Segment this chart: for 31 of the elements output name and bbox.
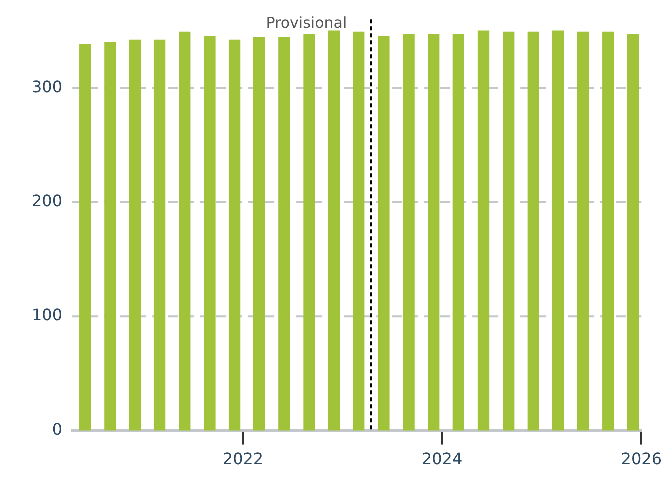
bar [552,30,564,431]
bar [577,32,590,431]
bar [403,34,415,431]
ref-line-label: Provisional [266,14,348,32]
x-tick-label: 2024 [422,450,463,469]
bar [328,30,340,431]
bar [378,36,390,431]
bar [129,40,142,431]
bar [154,40,166,431]
bar [104,42,116,431]
y-tick-label: 200 [32,192,63,211]
x-tick-label: 2026 [621,450,662,469]
bar [452,34,464,431]
bar [627,34,640,431]
x-tick-label: 2022 [222,450,264,469]
bar [428,34,440,431]
bar [254,38,266,431]
bar [179,32,191,431]
bar [602,32,614,431]
bar [80,44,92,431]
y-tick-label: 300 [32,77,63,96]
bar [278,38,290,431]
bar [503,32,515,431]
y-tick-label: 0 [52,420,63,439]
bar [304,34,316,431]
bar [228,40,241,431]
y-tick-label: 100 [32,306,63,325]
bar [204,36,216,431]
bar [353,32,365,431]
bar [478,30,490,431]
bar [528,32,540,431]
